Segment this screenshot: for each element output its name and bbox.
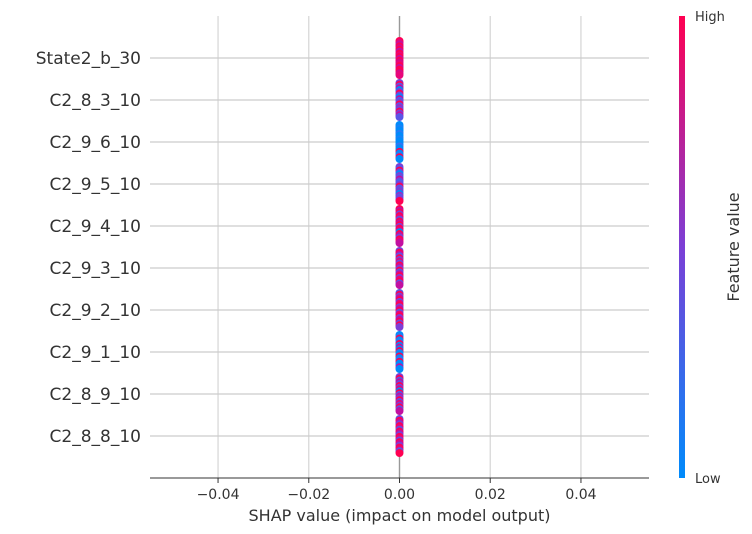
x-tick-label: −0.02 [287, 487, 330, 503]
data-point [395, 197, 404, 205]
colorbar-title: Feature value [724, 192, 743, 301]
feature-label: C2_8_8_10 [50, 427, 141, 447]
feature-label: C2_9_5_10 [50, 175, 141, 195]
x-tick-label: 0.00 [384, 487, 415, 503]
x-tick-label: −0.04 [197, 487, 240, 503]
data-points [395, 37, 404, 457]
data-point [395, 449, 404, 457]
feature-labels: State2_b_30 C2_8_3_10 C2_9_6_10 C2_9_5_10 C2… [36, 49, 141, 447]
data-point [395, 239, 404, 247]
x-axis-title: SHAP value (impact on model output) [249, 506, 551, 525]
feature-label: State2_b_30 [36, 49, 141, 69]
feature-label: C2_9_6_10 [50, 133, 141, 153]
data-point [395, 365, 404, 373]
x-axis: SHAP value (impact on model output) −0.0… [150, 477, 649, 525]
data-point [395, 407, 404, 415]
data-point [395, 155, 404, 163]
feature-label: C2_9_2_10 [50, 301, 141, 321]
x-tick-label: 0.04 [565, 487, 596, 503]
colorbar: High Low Feature value [679, 10, 743, 487]
feature-label: C2_9_4_10 [50, 217, 141, 237]
data-point [395, 281, 404, 289]
colorbar-high-label: High [695, 10, 725, 25]
feature-label: C2_9_1_10 [50, 343, 141, 363]
colorbar-low-label: Low [695, 472, 721, 487]
colorbar-gradient [679, 16, 685, 478]
data-point [395, 71, 404, 79]
feature-label: C2_8_3_10 [50, 91, 141, 111]
data-point [395, 113, 404, 121]
feature-label: C2_8_9_10 [50, 385, 141, 405]
x-tick-label: 0.02 [475, 487, 506, 503]
data-point [395, 323, 404, 331]
feature-label: C2_9_3_10 [50, 259, 141, 279]
